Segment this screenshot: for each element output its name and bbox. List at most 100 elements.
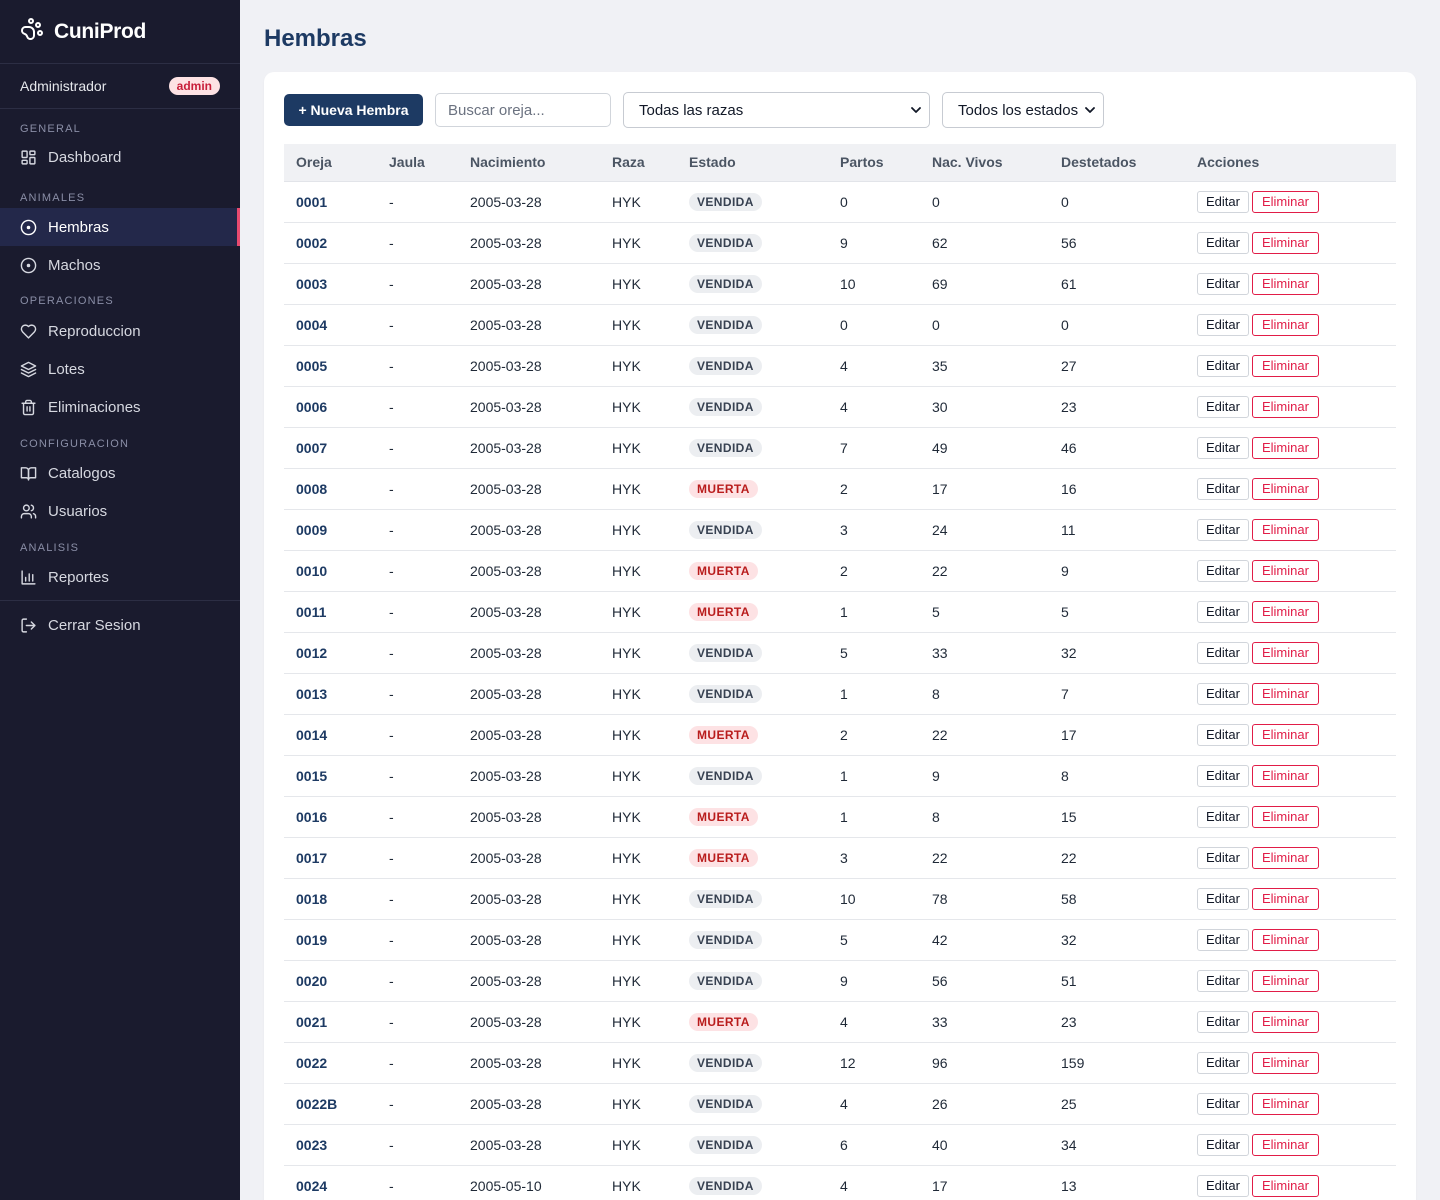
delete-button[interactable]: Eliminar xyxy=(1251,723,1319,746)
sidebar-item-catalogos[interactable]: Catalogos xyxy=(0,454,240,492)
column-header[interactable]: Estado xyxy=(677,144,828,182)
cell-oreja[interactable]: 0024 xyxy=(296,1177,328,1194)
cell-oreja[interactable]: 0012 xyxy=(296,644,328,661)
cell-oreja[interactable]: 0001 xyxy=(296,193,328,210)
delete-button[interactable]: Eliminar xyxy=(1251,231,1319,254)
logout-button[interactable]: Cerrar Sesion xyxy=(0,606,240,644)
edit-button[interactable]: Editar xyxy=(1197,313,1249,336)
edit-button[interactable]: Editar xyxy=(1197,395,1249,418)
sidebar-item-dashboard[interactable]: Dashboard xyxy=(0,138,240,176)
edit-button[interactable]: Editar xyxy=(1197,272,1249,295)
sidebar-item-machos[interactable]: Machos xyxy=(0,246,240,284)
cell-oreja[interactable]: 0015 xyxy=(296,767,328,784)
cell-oreja[interactable]: 0007 xyxy=(296,439,328,456)
delete-button[interactable]: Eliminar xyxy=(1251,682,1319,705)
edit-button[interactable]: Editar xyxy=(1197,928,1249,951)
delete-button[interactable]: Eliminar xyxy=(1251,272,1319,295)
cell-oreja[interactable]: 0005 xyxy=(296,357,328,374)
cell-oreja[interactable]: 0009 xyxy=(296,521,328,538)
edit-button[interactable]: Editar xyxy=(1197,1092,1249,1115)
delete-button[interactable]: Eliminar xyxy=(1251,518,1319,541)
delete-button[interactable]: Eliminar xyxy=(1251,805,1319,828)
edit-button[interactable]: Editar xyxy=(1197,600,1249,623)
edit-button[interactable]: Editar xyxy=(1197,764,1249,787)
search-input[interactable] xyxy=(435,93,611,127)
delete-button[interactable]: Eliminar xyxy=(1251,1010,1319,1033)
delete-button[interactable]: Eliminar xyxy=(1251,969,1319,992)
cell-oreja[interactable]: 0018 xyxy=(296,890,328,907)
cell-oreja[interactable]: 0023 xyxy=(296,1136,328,1153)
cell-oreja[interactable]: 0006 xyxy=(296,398,328,415)
edit-button[interactable]: Editar xyxy=(1197,354,1249,377)
delete-button[interactable]: Eliminar xyxy=(1251,313,1319,336)
edit-button[interactable]: Editar xyxy=(1197,682,1249,705)
cell-oreja[interactable]: 0002 xyxy=(296,234,328,251)
column-header[interactable]: Raza xyxy=(600,144,677,182)
sidebar-item-reportes[interactable]: Reportes xyxy=(0,558,240,596)
column-header[interactable]: Partos xyxy=(828,144,920,182)
cell-oreja[interactable]: 0004 xyxy=(296,316,328,333)
delete-button[interactable]: Eliminar xyxy=(1251,600,1319,623)
cell-oreja[interactable]: 0020 xyxy=(296,972,328,989)
cell-oreja[interactable]: 0011 xyxy=(296,603,327,620)
cell-oreja[interactable]: 0022B xyxy=(296,1095,338,1112)
delete-button[interactable]: Eliminar xyxy=(1251,477,1319,500)
delete-button[interactable]: Eliminar xyxy=(1251,559,1319,582)
edit-button[interactable]: Editar xyxy=(1197,231,1249,254)
edit-button[interactable]: Editar xyxy=(1197,559,1249,582)
sidebar-item-reproduccion[interactable]: Reproduccion xyxy=(0,312,240,350)
delete-button[interactable]: Eliminar xyxy=(1251,395,1319,418)
delete-button[interactable]: Eliminar xyxy=(1251,1092,1319,1115)
cell-oreja[interactable]: 0021 xyxy=(296,1013,328,1030)
cell-oreja[interactable]: 0019 xyxy=(296,931,328,948)
edit-button[interactable]: Editar xyxy=(1197,436,1249,459)
column-header[interactable]: Oreja xyxy=(284,144,377,182)
delete-button[interactable]: Eliminar xyxy=(1251,436,1319,459)
delete-button[interactable]: Eliminar xyxy=(1251,928,1319,951)
delete-button[interactable]: Eliminar xyxy=(1251,887,1319,910)
cell-oreja[interactable]: 0010 xyxy=(296,562,328,579)
cell-oreja[interactable]: 0017 xyxy=(296,849,328,866)
sidebar-item-usuarios[interactable]: Usuarios xyxy=(0,492,240,530)
delete-button[interactable]: Eliminar xyxy=(1251,1051,1319,1074)
edit-button[interactable]: Editar xyxy=(1197,723,1249,746)
column-header[interactable]: Destetados xyxy=(1049,144,1185,182)
status-filter-select[interactable]: Todos los estados xyxy=(942,92,1104,128)
sidebar-item-lotes[interactable]: Lotes xyxy=(0,350,240,388)
column-header[interactable]: Jaula xyxy=(377,144,458,182)
edit-button[interactable]: Editar xyxy=(1197,190,1249,213)
column-header[interactable]: Nac. Vivos xyxy=(920,144,1049,182)
cell-oreja[interactable]: 0014 xyxy=(296,726,328,743)
edit-button[interactable]: Editar xyxy=(1197,805,1249,828)
edit-button[interactable]: Editar xyxy=(1197,641,1249,664)
edit-button[interactable]: Editar xyxy=(1197,1174,1249,1197)
cell-oreja[interactable]: 0003 xyxy=(296,275,328,292)
cell-partos: 4 xyxy=(840,357,848,374)
edit-button[interactable]: Editar xyxy=(1197,969,1249,992)
delete-button[interactable]: Eliminar xyxy=(1251,354,1319,377)
brand[interactable]: CuniProd xyxy=(0,0,240,64)
new-hembra-button[interactable]: + Nueva Hembra xyxy=(284,94,423,126)
delete-button[interactable]: Eliminar xyxy=(1251,190,1319,213)
delete-button[interactable]: Eliminar xyxy=(1251,846,1319,869)
edit-button[interactable]: Editar xyxy=(1197,518,1249,541)
cell-oreja[interactable]: 0022 xyxy=(296,1054,328,1071)
delete-button[interactable]: Eliminar xyxy=(1251,764,1319,787)
cell-oreja[interactable]: 0008 xyxy=(296,480,328,497)
breed-filter-select[interactable]: Todas las razas xyxy=(623,92,930,128)
edit-button[interactable]: Editar xyxy=(1197,477,1249,500)
delete-button[interactable]: Eliminar xyxy=(1251,1174,1319,1197)
cell-oreja[interactable]: 0016 xyxy=(296,808,328,825)
delete-button[interactable]: Eliminar xyxy=(1251,1133,1319,1156)
delete-button[interactable]: Eliminar xyxy=(1251,641,1319,664)
edit-button[interactable]: Editar xyxy=(1197,887,1249,910)
cell-partos: 0 xyxy=(840,193,848,210)
edit-button[interactable]: Editar xyxy=(1197,1133,1249,1156)
sidebar-item-eliminaciones[interactable]: Eliminaciones xyxy=(0,388,240,426)
column-header[interactable]: Nacimiento xyxy=(458,144,600,182)
edit-button[interactable]: Editar xyxy=(1197,1010,1249,1033)
sidebar-item-hembras[interactable]: Hembras xyxy=(0,208,240,246)
cell-oreja[interactable]: 0013 xyxy=(296,685,328,702)
edit-button[interactable]: Editar xyxy=(1197,1051,1249,1074)
edit-button[interactable]: Editar xyxy=(1197,846,1249,869)
